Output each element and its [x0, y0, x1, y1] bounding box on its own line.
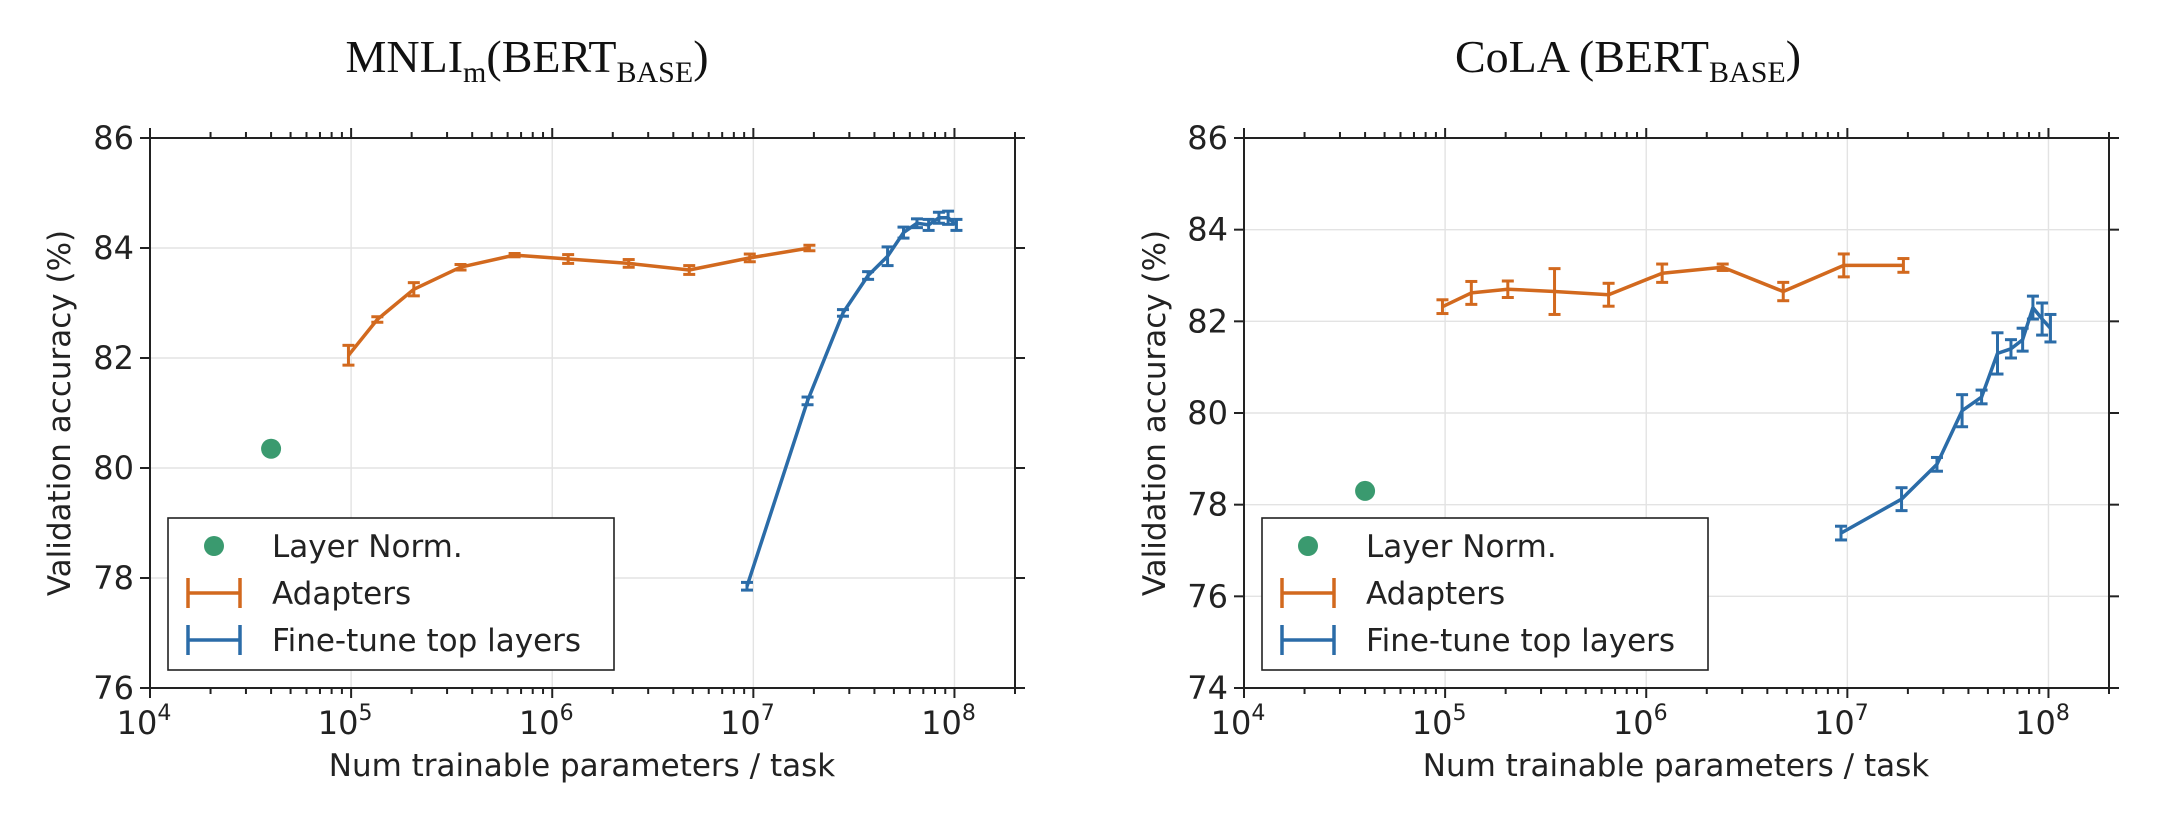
legend: Layer Norm. Adapters Fine-tune top layer… [1261, 517, 1709, 671]
legend-box [1261, 517, 1709, 671]
adapters-line [1441, 263, 1904, 309]
x-tick-label: 108 [2015, 701, 2070, 742]
legend-finetune-label: Fine-tune top layers [1366, 623, 1675, 659]
legend-layer-norm-label: Layer Norm. [1366, 529, 1557, 565]
layer-norm-point [261, 438, 282, 459]
y-tick-label: 84 [1187, 211, 1228, 249]
chart-title: CoLA (BERTBASE) [1455, 31, 1801, 89]
x-tick-label: 108 [921, 701, 976, 742]
y-tick-label: 86 [93, 119, 134, 157]
legend: Layer Norm. Adapters Fine-tune top layer… [167, 517, 615, 671]
legend-finetune-label: Fine-tune top layers [272, 623, 581, 659]
legend-finetune-marker [186, 625, 242, 655]
y-tick-label: 80 [1187, 394, 1228, 432]
y-tick-label: 80 [93, 449, 134, 487]
legend-layer-norm-label: Layer Norm. [272, 529, 463, 565]
y-tick-label: 84 [93, 229, 134, 267]
y-axis-label: Validation accuracy (%) [1137, 230, 1173, 596]
y-axis-label: Validation accuracy (%) [42, 230, 78, 596]
x-tick-label: 105 [1412, 701, 1467, 742]
chart-title: MNLIm(BERTBASE) [345, 31, 708, 89]
y-tick-label: 76 [1187, 577, 1228, 615]
chart-panel-mnli: MNLIm(BERTBASE) 76 78 80 82 84 86 104 105 106 107… [42, 31, 1025, 784]
x-axis-label: Num trainable parameters / task [329, 748, 836, 784]
x-tick-label: 107 [1814, 701, 1869, 742]
plot-frame [149, 137, 1016, 689]
y-tick-label: 74 [1187, 669, 1228, 707]
x-tick-label: 104 [1211, 701, 1266, 742]
x-tick-label: 106 [519, 701, 574, 742]
layer-norm-point [1355, 480, 1376, 501]
legend-box [167, 517, 615, 671]
legend-adapters-marker [1280, 578, 1336, 608]
y-tick-label: 82 [93, 339, 134, 377]
x-tick-label: 105 [318, 701, 373, 742]
x-tick-label: 104 [117, 701, 172, 742]
y-tick-label: 78 [1187, 486, 1228, 524]
y-tick-label: 86 [1187, 119, 1228, 157]
y-tick-label: 76 [93, 669, 134, 707]
chart-panel-cola: CoLA (BERTBASE) 74 76 78 80 82 84 86 104 105 106 1… [1137, 31, 2119, 784]
finetune-line [745, 216, 958, 587]
y-tick-label: 78 [93, 559, 134, 597]
y-tick-label: 82 [1187, 302, 1228, 340]
plot-frame [1243, 137, 2110, 689]
legend-adapters-marker [186, 578, 242, 608]
legend-adapters-label: Adapters [1366, 576, 1505, 612]
x-tick-label: 107 [720, 701, 775, 742]
legend-layer-norm-marker [204, 536, 224, 556]
legend-finetune-marker [1280, 625, 1336, 655]
x-axis-label: Num trainable parameters / task [1423, 748, 1930, 784]
adapters-line [347, 246, 810, 357]
legend-layer-norm-marker [1298, 536, 1318, 556]
legend-adapters-label: Adapters [272, 576, 411, 612]
finetune-line [1840, 305, 2052, 535]
x-tick-label: 106 [1613, 701, 1668, 742]
